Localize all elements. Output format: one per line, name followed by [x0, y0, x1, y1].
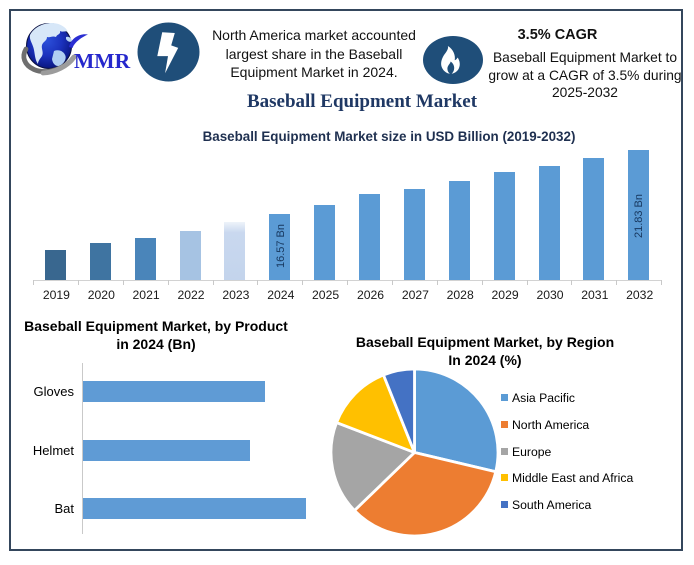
svg-text:MMR: MMR	[74, 49, 131, 73]
